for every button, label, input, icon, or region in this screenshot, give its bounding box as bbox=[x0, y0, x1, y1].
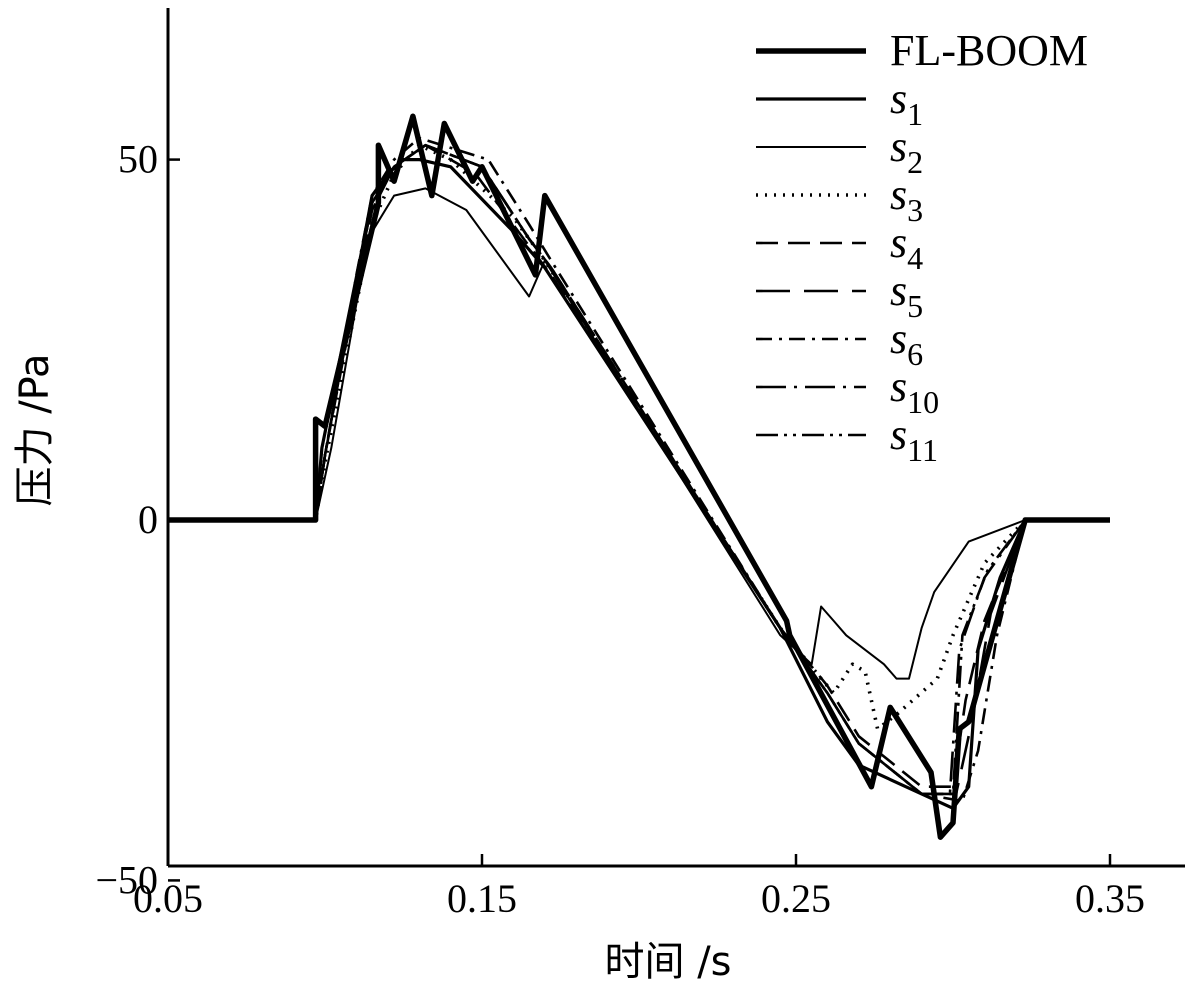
x-tick-label: 0.15 bbox=[447, 876, 517, 921]
legend-label: FL-BOOM bbox=[890, 26, 1088, 75]
series-line-s6 bbox=[168, 136, 1110, 803]
legend-label: s4 bbox=[890, 218, 923, 276]
legend-label: s11 bbox=[890, 410, 938, 468]
legend-label: s3 bbox=[890, 170, 923, 228]
axes-layer: 0.05 0.15 0.25 0.35 −50 0 50 bbox=[95, 8, 1185, 921]
y-tick-label: 50 bbox=[118, 137, 158, 182]
legend-label: s6 bbox=[890, 314, 923, 372]
legend-label: s1 bbox=[890, 74, 923, 132]
series-line-s4 bbox=[168, 143, 1110, 788]
legend-label: s5 bbox=[890, 266, 923, 324]
series-layer bbox=[168, 113, 1110, 840]
series-line-fl-boom bbox=[168, 113, 1110, 840]
series-line-s2 bbox=[168, 187, 1110, 680]
series-line-s10 bbox=[168, 143, 1110, 796]
y-tick-label: 0 bbox=[138, 497, 158, 542]
series-line-s1 bbox=[168, 158, 1110, 810]
x-tick-label: 0.35 bbox=[1075, 876, 1145, 921]
x-tick-label: 0.25 bbox=[761, 876, 831, 921]
x-axis-title: 时间 /s bbox=[604, 939, 731, 985]
series-line-s11 bbox=[168, 143, 1110, 796]
series-line-s5 bbox=[168, 143, 1110, 796]
legend-label: s10 bbox=[890, 362, 939, 420]
series-line-s3 bbox=[168, 143, 1110, 731]
y-axis-title: 压力 /Pa bbox=[12, 353, 58, 506]
x-tick-label: 0.05 bbox=[133, 876, 203, 921]
y-tick-label: −50 bbox=[95, 857, 158, 902]
legend-label: s2 bbox=[890, 122, 923, 180]
